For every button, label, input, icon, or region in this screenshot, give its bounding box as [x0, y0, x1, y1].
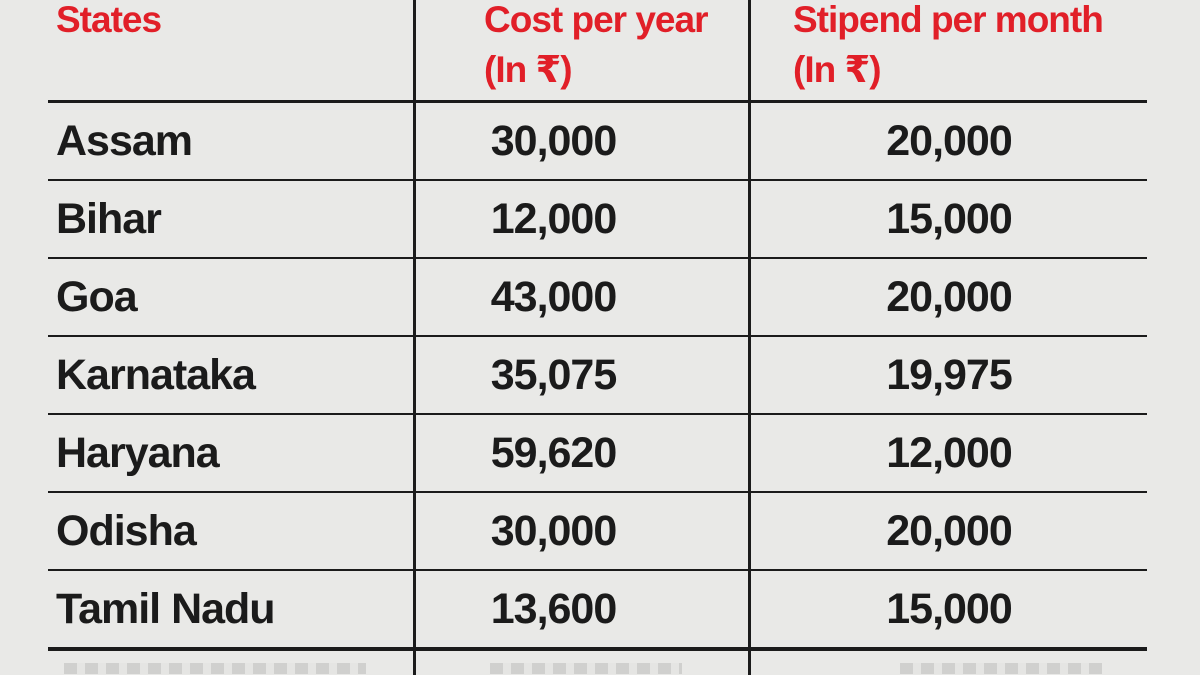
header-stipend-per-month: Stipend per month (In ₹)	[751, 0, 1147, 88]
table-row: Goa 43,000 20,000	[48, 259, 1147, 337]
state-cell: Goa	[56, 272, 138, 321]
state-cell: Assam	[56, 116, 193, 165]
truncated-row	[48, 655, 1147, 675]
stipend-cell: 15,000	[886, 584, 1013, 633]
state-cell: Tamil Nadu	[56, 584, 276, 633]
cost-cell: 35,075	[490, 350, 618, 399]
header-states: States	[48, 0, 416, 38]
table-row: Tamil Nadu 13,600 15,000	[48, 571, 1147, 651]
stipend-cell: 15,000	[886, 194, 1013, 243]
cost-cell: 59,620	[490, 428, 618, 477]
truncated-stipend-text	[900, 663, 1102, 674]
table-header-row: States Cost per year (In ₹) Stipend per …	[48, 0, 1147, 103]
cost-cell: 13,600	[490, 584, 618, 633]
state-cell: Haryana	[56, 428, 220, 477]
header-states-label: States	[56, 0, 162, 40]
cost-cell: 30,000	[490, 506, 618, 555]
header-stipend-sublabel: (In ₹)	[793, 49, 882, 90]
cost-cell: 30,000	[490, 116, 618, 165]
cost-cell: 12,000	[490, 194, 618, 243]
header-cost-sublabel: (In ₹)	[484, 49, 573, 90]
stipend-cell: 12,000	[886, 428, 1013, 477]
header-cost-per-year: Cost per year (In ₹)	[416, 0, 751, 88]
column-divider	[748, 0, 751, 675]
state-cell: Odisha	[56, 506, 197, 555]
state-cell: Karnataka	[56, 350, 256, 399]
table-row: Haryana 59,620 12,000	[48, 415, 1147, 493]
stipend-cell: 19,975	[886, 350, 1013, 399]
header-cost-label: Cost per year	[484, 0, 708, 40]
table-row: Assam 30,000 20,000	[48, 103, 1147, 181]
header-stipend-label: Stipend per month	[793, 0, 1104, 40]
stipend-cell: 20,000	[886, 506, 1013, 555]
states-cost-stipend-table: States Cost per year (In ₹) Stipend per …	[48, 0, 1147, 675]
column-divider	[413, 0, 416, 675]
truncated-cost-text	[490, 663, 682, 674]
stipend-cell: 20,000	[886, 116, 1013, 165]
table-row: Bihar 12,000 15,000	[48, 181, 1147, 259]
state-cell: Bihar	[56, 194, 162, 243]
table-row: Karnataka 35,075 19,975	[48, 337, 1147, 415]
truncated-state-text	[64, 663, 366, 674]
stipend-cell: 20,000	[886, 272, 1013, 321]
table-row: Odisha 30,000 20,000	[48, 493, 1147, 571]
cost-cell: 43,000	[490, 272, 618, 321]
